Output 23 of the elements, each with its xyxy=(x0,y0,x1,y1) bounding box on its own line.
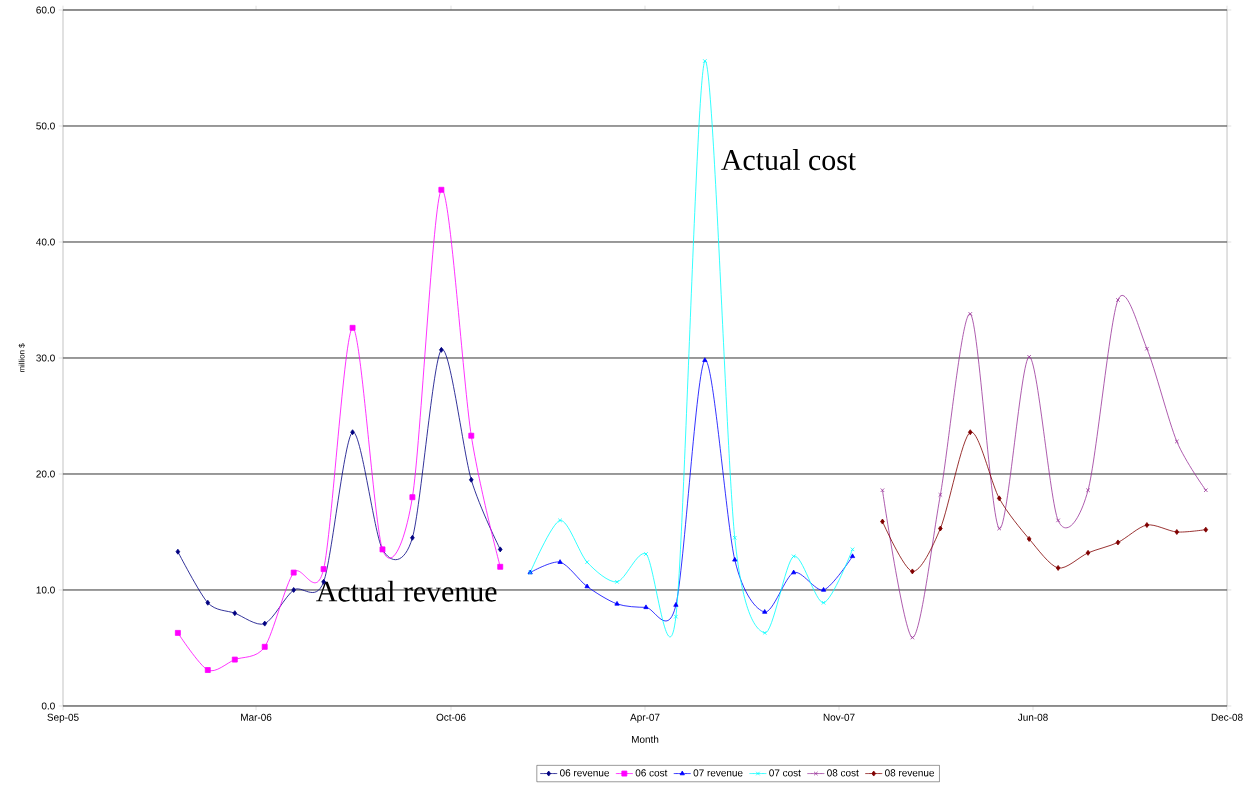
x-tick-label: Dec-08 xyxy=(1211,713,1243,721)
legend-label: 07 revenue xyxy=(693,769,743,777)
y-tick-label: 0.0 xyxy=(41,702,55,710)
y-tick-label: 20.0 xyxy=(36,470,55,478)
y-tick-label: 10.0 xyxy=(36,586,55,594)
y-tick-label: 40.0 xyxy=(36,238,55,246)
x-tick-label: Jun-08 xyxy=(1017,713,1048,721)
legend-label: 06 revenue xyxy=(559,769,609,777)
x-tick-label: Sep-05 xyxy=(47,713,79,723)
x-tick-label: Oct-06 xyxy=(436,713,466,721)
legend-label: 06 cost xyxy=(635,769,668,777)
x-tick-label: Nov-07 xyxy=(823,713,855,721)
y-tick-label: 30.0 xyxy=(36,354,55,362)
legend-label: 08 revenue xyxy=(885,769,935,777)
x-tick-label: Apr-07 xyxy=(630,713,660,723)
legend-label: 08 cost xyxy=(827,769,859,777)
y-tick-label: 50.0 xyxy=(36,122,55,130)
x-tick-label: Mar-06 xyxy=(241,713,272,721)
annotation: Actual revenue xyxy=(316,580,497,602)
x-axis-title: Month xyxy=(631,735,659,743)
y-tick-label: 60.0 xyxy=(36,6,55,14)
legend-label: 07 cost xyxy=(769,769,801,777)
annotation: Actual cost xyxy=(721,149,856,171)
